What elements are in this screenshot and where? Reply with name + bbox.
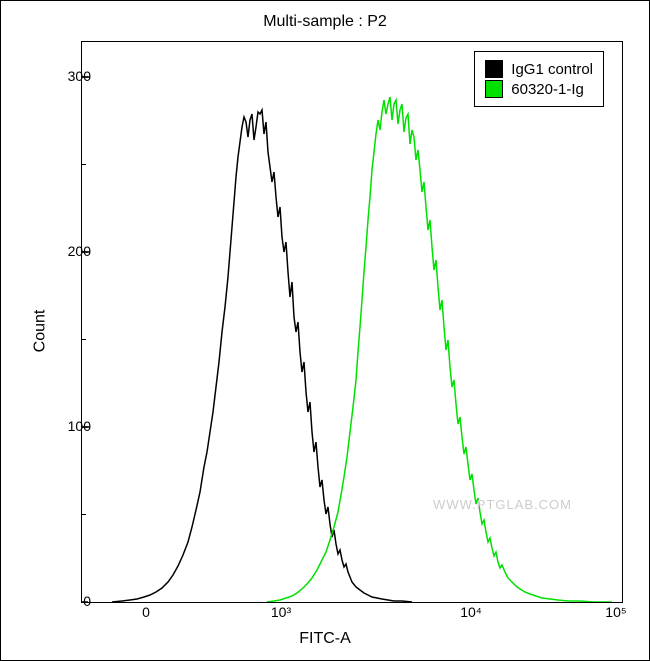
x-tick-label: 10³: [271, 604, 291, 620]
x-tick-label: 10⁵: [605, 604, 626, 620]
chart-container: Multi-sample : P2 Count FITC-A WWW.PTGLA…: [0, 0, 650, 661]
x-tick-label: 0: [142, 604, 150, 620]
legend-swatch-icon: [485, 80, 503, 98]
chart-title: Multi-sample : P2: [1, 13, 649, 31]
x-axis-label: FITC-A: [1, 630, 649, 648]
y-tick-label: 100: [51, 418, 91, 434]
chart-svg: [82, 42, 622, 602]
y-tick-marks: [82, 77, 90, 602]
legend-label: 60320-1-Ig: [511, 81, 584, 98]
y-axis-label: Count: [31, 309, 49, 352]
watermark: WWW.PTGLAB.COM: [433, 497, 572, 512]
legend-label: IgG1 control: [511, 61, 593, 78]
legend-swatch-icon: [485, 60, 503, 78]
y-tick-label: 0: [51, 593, 91, 609]
legend-item-60320: 60320-1-Ig: [485, 80, 593, 98]
series-line: [112, 110, 412, 602]
legend: IgG1 control 60320-1-Ig: [474, 51, 604, 107]
y-tick-label: 200: [51, 243, 91, 259]
series-line: [267, 97, 612, 602]
x-tick-label: 10⁴: [460, 604, 482, 620]
series-paths: [112, 97, 612, 602]
y-tick-label: 300: [51, 68, 91, 84]
plot-area: WWW.PTGLAB.COM: [81, 41, 623, 603]
legend-item-control: IgG1 control: [485, 60, 593, 78]
